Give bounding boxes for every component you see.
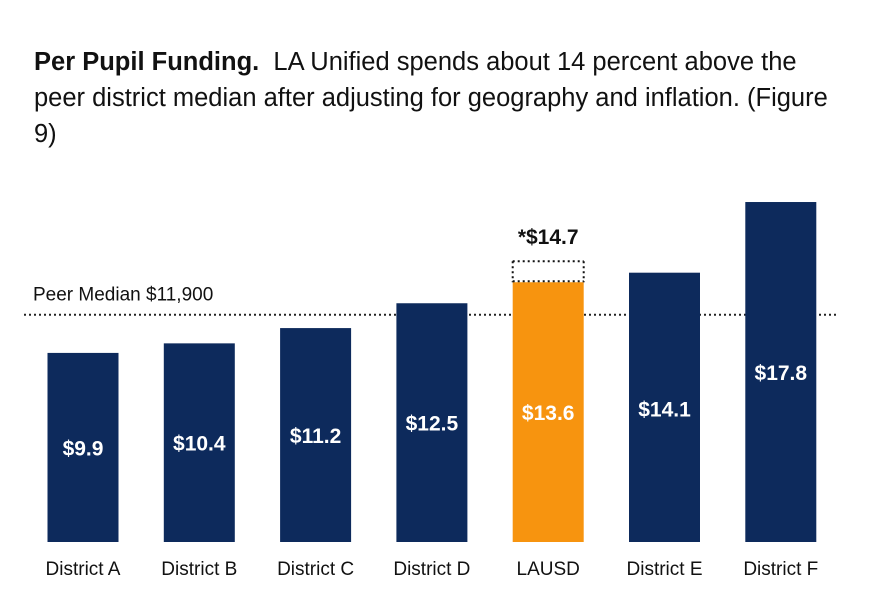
bar-4 (512, 282, 584, 542)
category-label-5: District E (627, 559, 703, 580)
category-label-3: District D (393, 559, 470, 580)
category-label-0: District A (46, 559, 121, 580)
bar-5 (629, 272, 700, 542)
bar-value-label-4: $13.6 (522, 402, 575, 425)
bar-value-label-2: $11.2 (290, 425, 341, 448)
category-label-2: District C (277, 559, 354, 580)
peer-median-label: Peer Median $11,900 (33, 285, 213, 306)
bar-value-label-5: $14.1 (638, 399, 691, 422)
bar-6 (745, 202, 817, 542)
bar-value-label-0: $9.9 (63, 437, 104, 460)
bar-value-label-3: $12.5 (406, 413, 459, 436)
category-label-4: LAUSD (517, 559, 580, 580)
chart-heading: Per Pupil Funding. LA Unified spends abo… (34, 44, 854, 152)
bar-3 (396, 303, 468, 542)
adjusted-value-label: *$14.7 (518, 226, 579, 249)
category-label-1: District B (161, 559, 237, 580)
bar-value-label-1: $10.4 (173, 433, 226, 456)
heading-bold: Per Pupil Funding. (34, 48, 260, 76)
bar-2 (280, 328, 352, 542)
bar-1 (163, 343, 235, 542)
bar-value-label-6: $17.8 (755, 362, 808, 385)
bar-0 (47, 352, 119, 542)
category-label-6: District F (743, 559, 818, 580)
heading-text: LA Unified spends about 14 percent above… (34, 48, 828, 148)
